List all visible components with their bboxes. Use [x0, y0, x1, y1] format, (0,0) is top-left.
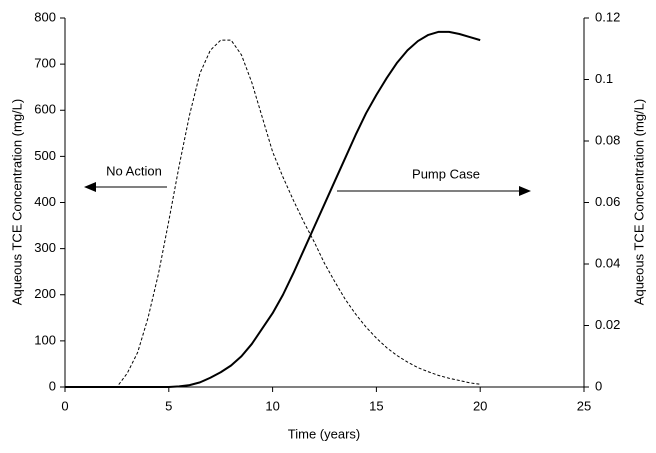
y-axis-title: Aqueous TCE Concentration (mg/L) [9, 99, 24, 305]
y-tick-label: 100 [34, 332, 56, 347]
y2-tick-label: 0.04 [595, 255, 620, 270]
y-tick-label: 0 [49, 378, 56, 393]
y-tick-label: 700 [34, 56, 56, 71]
series-line [65, 30, 481, 388]
x-tick-label: 20 [473, 398, 487, 413]
y2-tick-label: 0.08 [595, 132, 620, 147]
x-tick-label: 15 [369, 398, 383, 413]
y2-tick-label: 0.12 [595, 9, 620, 24]
x-axis-title: Time (years) [288, 426, 360, 441]
y2-axis-title: Aqueous TCE Concentration (mg/L) [631, 99, 646, 305]
y2-tick-label: 0.1 [595, 71, 613, 86]
y-tick-label: 800 [34, 9, 56, 24]
series-annotation: No Action [106, 163, 162, 178]
y-tick-label: 400 [34, 194, 56, 209]
x-tick-label: 10 [265, 398, 279, 413]
x-tick-label: 0 [61, 398, 68, 413]
y-tick-label: 300 [34, 240, 56, 255]
y-tick-label: 500 [34, 148, 56, 163]
y-tick-label: 600 [34, 102, 56, 117]
x-tick-label: 5 [165, 398, 172, 413]
y2-tick-label: 0 [595, 378, 602, 393]
x-tick-label: 25 [577, 398, 591, 413]
y2-tick-label: 0.02 [595, 317, 620, 332]
y-tick-label: 200 [34, 286, 56, 301]
series-annotation: Pump Case [412, 166, 480, 181]
series-line [65, 39, 481, 388]
y2-tick-label: 0.06 [595, 194, 620, 209]
